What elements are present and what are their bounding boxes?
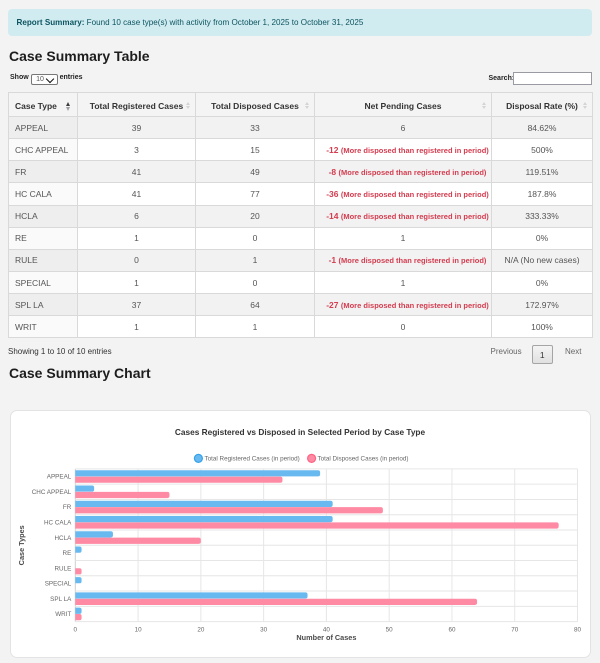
svg-text:FR: FR [63, 504, 72, 511]
svg-text:Cases Registered vs Disposed i: Cases Registered vs Disposed in Selected… [175, 427, 426, 437]
svg-text:APPEAL: APPEAL [47, 474, 72, 481]
svg-text:Case Types: Case Types [17, 525, 26, 565]
svg-text:60: 60 [448, 627, 456, 634]
svg-text:40: 40 [323, 627, 331, 634]
svg-text:Total Registered Cases (in per: Total Registered Cases (in period) [205, 456, 300, 463]
svg-text:Number of Cases: Number of Cases [296, 633, 356, 642]
svg-text:50: 50 [386, 627, 394, 634]
svg-text:RE: RE [63, 550, 72, 557]
svg-text:80: 80 [574, 627, 582, 634]
svg-text:30: 30 [260, 627, 268, 634]
svg-text:20: 20 [197, 627, 205, 634]
svg-text:WRIT: WRIT [55, 611, 71, 618]
svg-text:CHC APPEAL: CHC APPEAL [32, 489, 72, 496]
svg-text:Total Disposed Cases (in perio: Total Disposed Cases (in period) [318, 456, 409, 463]
svg-text:0: 0 [74, 627, 78, 634]
svg-text:SPL LA: SPL LA [50, 596, 72, 603]
svg-text:10: 10 [135, 627, 143, 634]
svg-text:HC CALA: HC CALA [44, 520, 72, 527]
svg-text:SPECIAL: SPECIAL [45, 581, 72, 588]
svg-text:RULE: RULE [55, 565, 72, 572]
svg-text:70: 70 [511, 627, 519, 634]
svg-text:HCLA: HCLA [55, 535, 73, 542]
